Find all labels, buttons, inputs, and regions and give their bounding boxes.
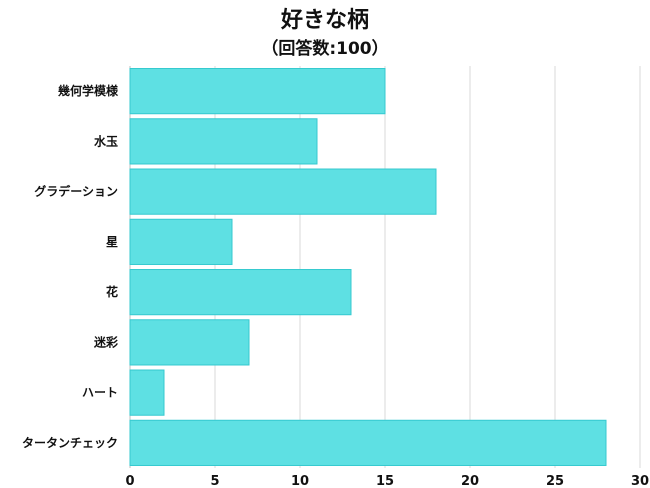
chart-subtitle: （回答数:100） [261,39,389,59]
gridlines [129,66,641,468]
chart-title: 好きな柄 [280,8,369,33]
category-label: 迷彩 [93,334,118,349]
x-tick-label: 15 [376,474,394,488]
bar [129,269,352,316]
bar [129,369,165,416]
x-tick-label: 30 [631,474,649,488]
bar [129,218,233,265]
category-label: 幾何学模様 [58,83,119,98]
category-label: ハート [82,386,118,400]
bar [129,68,386,115]
bar [129,419,607,466]
x-tick-label: 0 [125,474,134,488]
bar [129,118,318,165]
category-label: 花 [106,284,118,299]
x-tick-labels: 0 5 10 15 20 25 30 [125,474,649,488]
category-label: 水玉 [94,133,118,148]
x-tick-label: 25 [546,474,564,488]
bar [129,168,437,215]
category-label: タータンチェック [22,436,118,450]
x-tick-label: 5 [210,474,219,488]
category-label: グラデーション [34,184,118,199]
x-tick-label: 20 [461,474,479,488]
category-label: 星 [106,235,118,249]
bars [129,68,607,466]
x-tick-label: 10 [291,474,309,488]
bar [129,319,250,366]
